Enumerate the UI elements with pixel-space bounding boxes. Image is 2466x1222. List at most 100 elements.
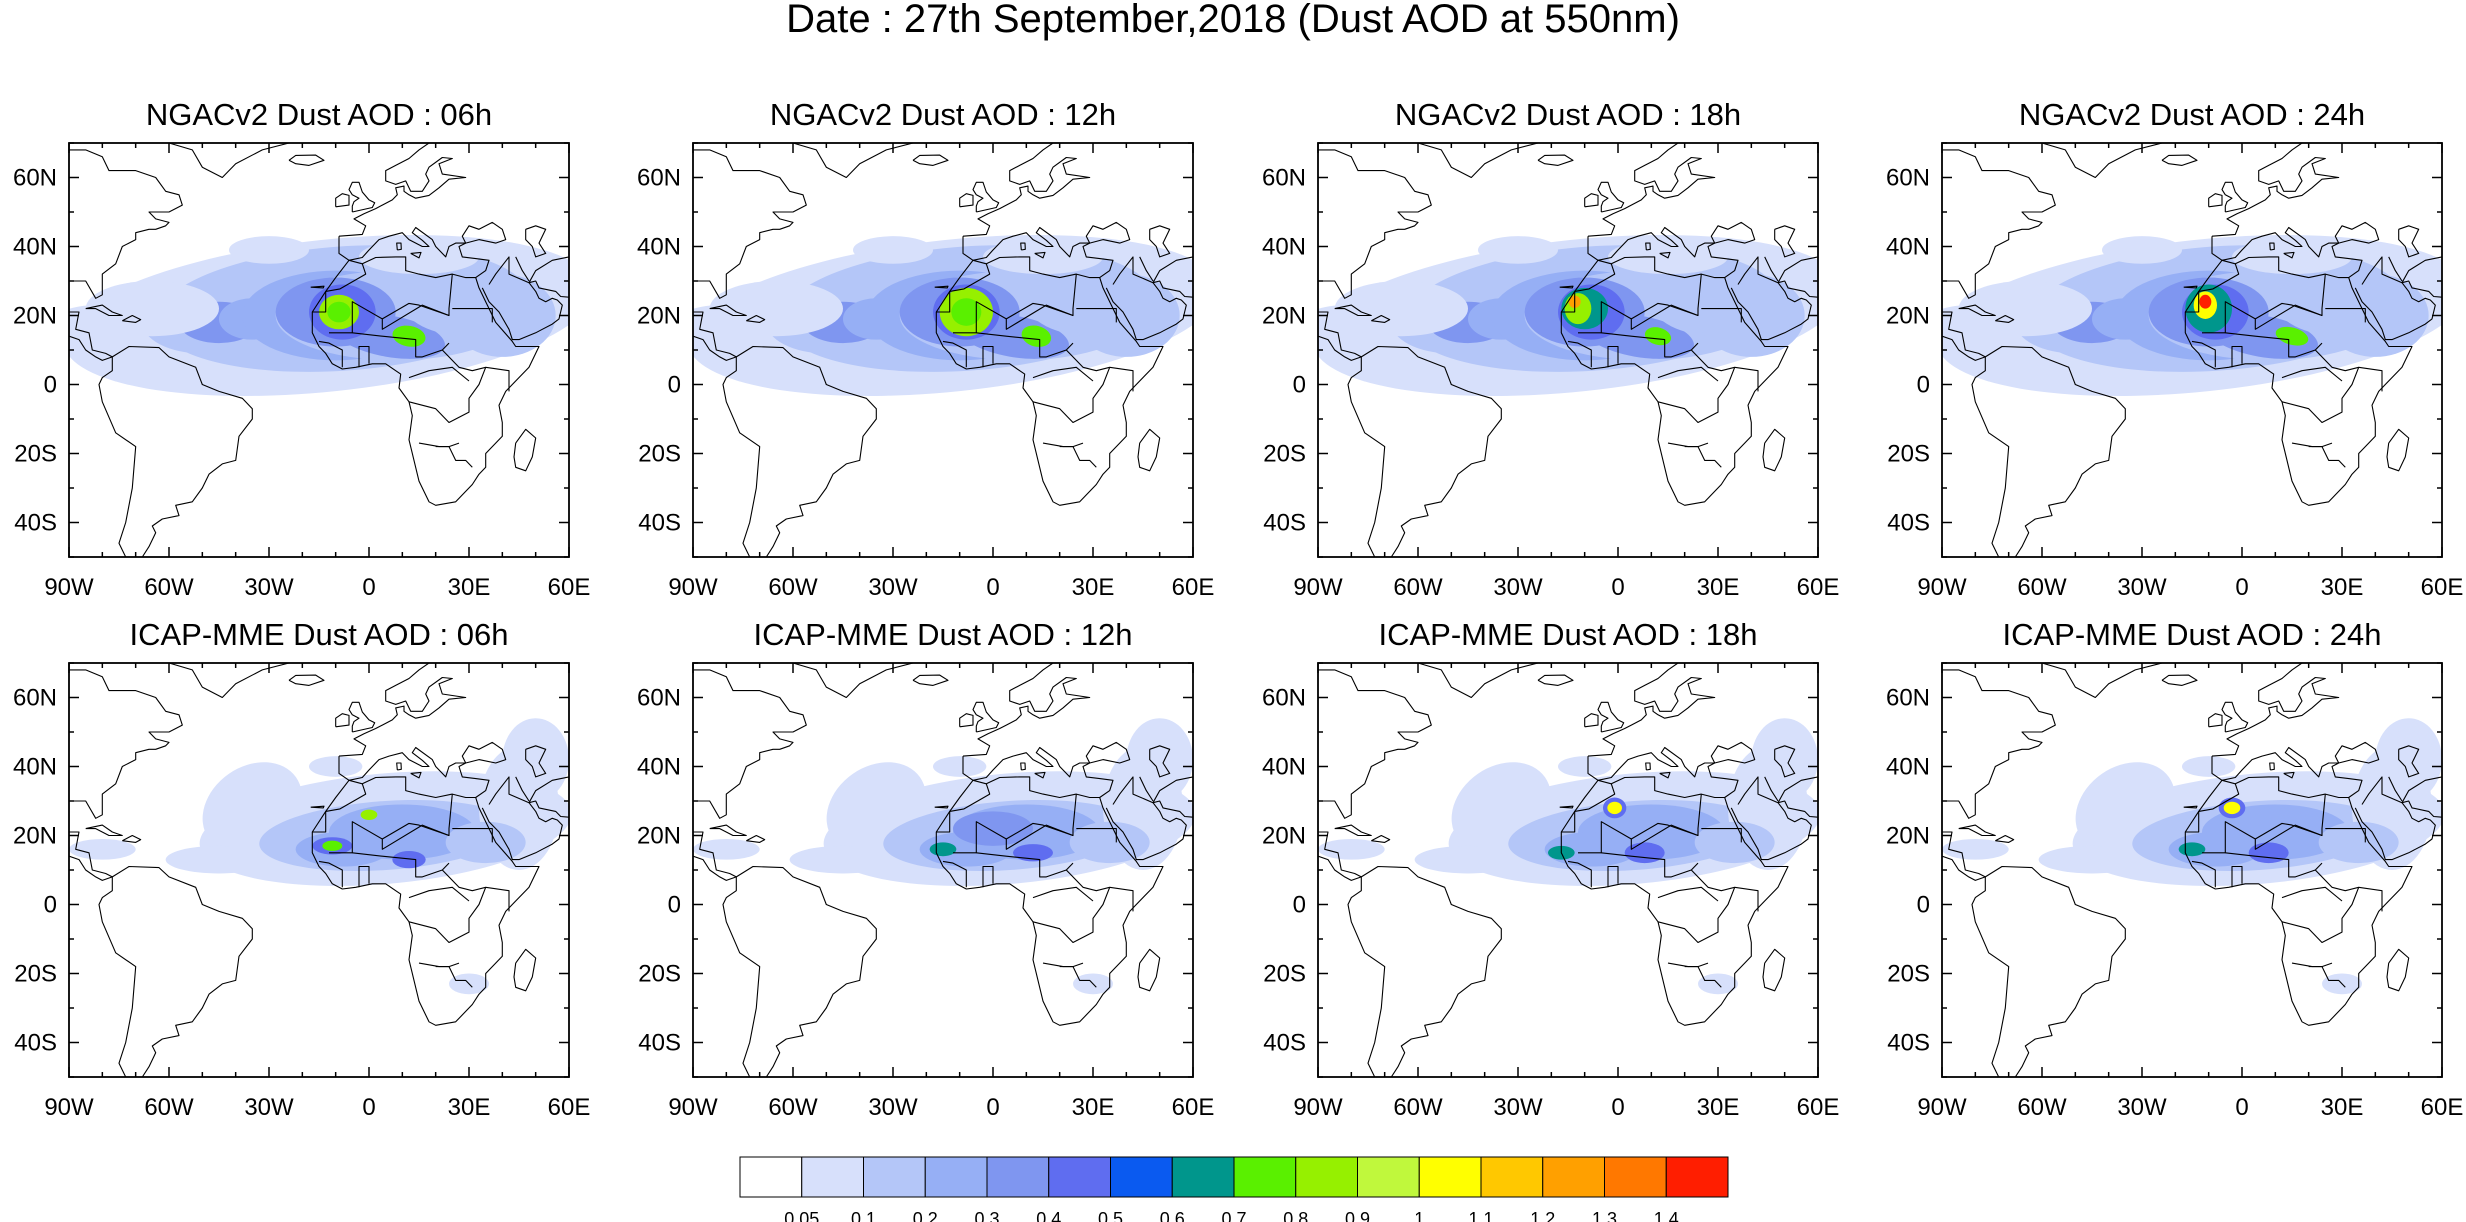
lon-tick-label: 30W (2117, 574, 2167, 601)
coastline (2386, 948, 2410, 992)
country-border (408, 367, 487, 424)
country-border (1667, 962, 1709, 968)
coastline (310, 285, 325, 289)
lat-tick-label: 20S (1263, 441, 1306, 468)
dust-aod-contour (953, 811, 1033, 846)
lat-tick-label: 60N (13, 165, 57, 192)
map-panel: ICAP-MME Dust AOD : 12h 90W 60W 30W 0 30E 60E 6… (637, 617, 1214, 1121)
coastline (1958, 304, 1996, 317)
coastline (1707, 762, 1739, 798)
country-border (382, 822, 450, 840)
coastline (2398, 225, 2420, 258)
coastline (98, 345, 253, 557)
colorbar-box (1048, 1156, 1111, 1198)
coastline (98, 865, 253, 1077)
lon-tick-label: 0 (2235, 1094, 2248, 1121)
lon-tick-label: 90W (1293, 574, 1343, 601)
country-border (1607, 345, 1619, 368)
lat-tick-label: 40S (638, 1030, 681, 1057)
dust-aod-contour (449, 274, 556, 357)
lat-tick-label: 20N (637, 823, 681, 850)
coastline (2161, 674, 2198, 686)
dust-aod-contour (933, 756, 987, 777)
country-border (942, 860, 967, 888)
colorbar-label: 0.3 (974, 1209, 999, 1222)
coastline (1971, 345, 2126, 557)
country-border (2281, 366, 2343, 382)
country-border (318, 860, 343, 888)
panel-title: NGACv2 Dust AOD : 06h (146, 97, 492, 132)
lat-tick-label: 40S (1887, 1030, 1930, 1057)
colorbar-box (801, 1156, 864, 1198)
coastline (962, 663, 1091, 757)
colorbar-label: 0.1 (851, 1209, 876, 1222)
coastline (1537, 674, 1574, 686)
panel-title: ICAP-MME Dust AOD : 24h (2003, 617, 2382, 652)
country-border (1076, 308, 1117, 323)
colorbar-box (1233, 1156, 1297, 1198)
coastline (348, 181, 376, 213)
colorbar-box (1604, 1156, 1667, 1198)
coastline (69, 149, 183, 299)
dust-aod-contour (69, 305, 143, 347)
coastline (1942, 311, 1986, 361)
country-border (1042, 962, 1084, 968)
colorbar-box (863, 1156, 926, 1198)
coastline (2183, 285, 2198, 289)
dust-aod-contour (445, 821, 526, 864)
coastline (1942, 831, 1986, 881)
coastline (2331, 762, 2363, 798)
lon-tick-label: 60E (548, 1094, 591, 1121)
country-border (982, 865, 994, 888)
coastline (410, 771, 422, 779)
country-border (2325, 828, 2366, 843)
country-border (1006, 822, 1074, 840)
lat-tick-label: 20S (14, 441, 57, 468)
coastline (122, 314, 142, 323)
coastline (338, 221, 507, 261)
colorbar-label: 0.8 (1283, 1209, 1308, 1222)
dust-aod-contour (1607, 801, 1622, 815)
colorbar-label: 0.9 (1345, 1209, 1370, 1222)
country-border (953, 794, 1077, 854)
country-border (1631, 302, 1699, 320)
coastline (1371, 314, 1391, 323)
country-border (2314, 869, 2383, 912)
panel-title: ICAP-MME Dust AOD : 06h (130, 617, 509, 652)
dust-aod-contour (1069, 821, 1150, 864)
lon-tick-label: 90W (668, 1094, 718, 1121)
coastline (722, 865, 877, 1077)
lat-tick-label: 0 (44, 372, 57, 399)
lon-tick-label: 0 (986, 1094, 999, 1121)
lat-tick-label: 20N (13, 303, 57, 330)
lat-tick-label: 20N (1886, 303, 1930, 330)
country-border (1777, 256, 1818, 283)
colorbar: 0.05 0.1 0.2 0.3 0.4 0.5 0.6 0.7 0.8 0.9 1 1.1 1.2 1.… (739, 1156, 1729, 1222)
dust-aod-contour (2322, 274, 2429, 357)
country-border (982, 345, 994, 368)
dust-field (693, 143, 1193, 557)
country-border (2314, 349, 2383, 392)
coastline (2161, 154, 2198, 166)
country-border (329, 274, 453, 334)
colorbar-label: 0.05 (784, 1209, 819, 1222)
coastline (2283, 251, 2295, 259)
country-border (1607, 865, 1619, 888)
dust-aod-contour (1624, 842, 1665, 864)
dust-aod-contour (1318, 838, 1385, 860)
lon-tick-label: 30W (244, 1094, 294, 1121)
coastline (1942, 669, 2056, 819)
country-border (1006, 302, 1074, 320)
coastline (69, 669, 183, 819)
lat-tick-label: 20N (1262, 303, 1306, 330)
coastline (335, 193, 350, 208)
lon-tick-label: 90W (1917, 574, 1967, 601)
lat-tick-label: 20S (638, 441, 681, 468)
colorbar-label: 0.6 (1160, 1209, 1185, 1222)
dust-aod-contour (1478, 236, 1558, 264)
lon-tick-label: 30E (1697, 574, 1740, 601)
country-border (1032, 886, 1094, 902)
coastline (2002, 143, 2163, 179)
coastline (2269, 242, 2275, 251)
coastline (2002, 663, 2163, 699)
